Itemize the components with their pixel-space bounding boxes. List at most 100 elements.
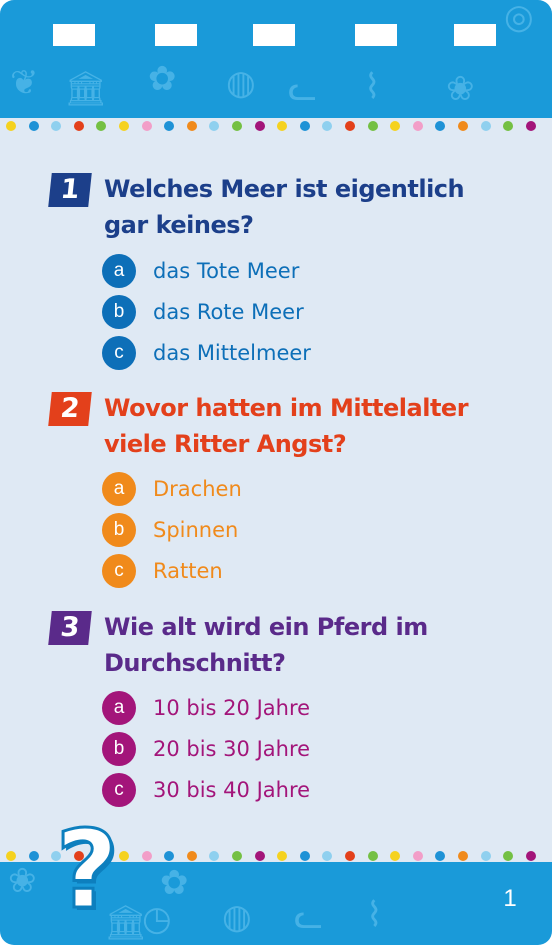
decorative-dot [322, 851, 332, 861]
decorative-dot [74, 121, 84, 131]
question-number-badge: 1 [48, 173, 92, 207]
answer-option-c[interactable]: c 30 bis 40 Jahre [102, 773, 310, 807]
building-icon: 🏛 [64, 69, 108, 109]
decorative-dot [481, 121, 491, 131]
answer-option-b[interactable]: b 20 bis 30 Jahre [102, 732, 310, 766]
answer-text: Drachen [153, 477, 242, 501]
decorative-dot [413, 121, 423, 131]
decorative-dot [209, 851, 219, 861]
top-band: ❦ 🏛 ✿ ◍ ᓚ ⌇ ❀ ◎ [0, 0, 552, 118]
question-number-badge: 3 [48, 611, 92, 645]
decorative-dot [390, 121, 400, 131]
decorative-dot [345, 851, 355, 861]
question-number-badge: 2 [48, 392, 92, 426]
decorative-dot [322, 121, 332, 131]
question-text: Welches Meer ist eigentlich gar keines? [104, 175, 465, 239]
decorative-dot [300, 851, 310, 861]
decorative-dot [232, 121, 242, 131]
decorative-dot [481, 851, 491, 861]
answer-option-a[interactable]: a das Tote Meer [102, 254, 299, 288]
question-mark-icon: ? [54, 808, 120, 933]
answer-letter-badge: a [102, 254, 136, 288]
question-2: 2 Wovor hatten im Mittelalter viele Ritt… [48, 392, 510, 592]
decorative-dot [413, 851, 423, 861]
decorative-dot [164, 121, 174, 131]
decorative-dot [503, 851, 513, 861]
clock-icon: ◷ [142, 899, 172, 939]
paw-icon: ❀ [446, 69, 475, 109]
decorative-dot [277, 121, 287, 131]
globe-icon: ◍ [226, 63, 256, 103]
answer-text: das Tote Meer [153, 259, 300, 283]
leaf-icon: ❦ [10, 63, 39, 103]
page-number: 1 [503, 885, 517, 912]
answer-text: 20 bis 30 Jahre [153, 737, 311, 761]
question-3: 3 Wie alt wird ein Pferd im Durchschnitt… [48, 611, 510, 811]
answer-letter-badge: b [102, 295, 136, 329]
building-icon: 🏛 [104, 903, 148, 943]
dinosaur-icon: ⌇ [366, 895, 383, 935]
decorative-dot [96, 121, 106, 131]
punch-hole [355, 24, 397, 46]
decorative-dot [368, 851, 378, 861]
decorative-dot [300, 121, 310, 131]
answer-letter-badge: a [102, 691, 136, 725]
decorative-dot [435, 121, 445, 131]
decorative-dot [96, 851, 106, 861]
paw-icon: ❀ [8, 862, 37, 901]
answer-letter-badge: c [102, 336, 136, 370]
decorative-dot [119, 851, 129, 861]
decorative-dot [526, 121, 536, 131]
decorative-dot [187, 121, 197, 131]
answer-text: das Mittelmeer [153, 341, 311, 365]
answer-text: 10 bis 20 Jahre [153, 696, 311, 720]
dot-border-bottom [0, 848, 552, 862]
decorative-dot [255, 121, 265, 131]
answer-option-c[interactable]: c Ratten [102, 554, 223, 588]
decorative-dot [6, 121, 16, 131]
answer-option-a[interactable]: a Drachen [102, 472, 242, 506]
punch-holes [0, 0, 552, 118]
answer-option-c[interactable]: c das Mittelmeer [102, 336, 311, 370]
question-text: Wovor hatten im Mittelalter viele Ritter… [104, 394, 469, 458]
answer-letter-badge: c [102, 773, 136, 807]
leaf-icon: ✿ [160, 863, 189, 903]
decorative-dot [458, 121, 468, 131]
answer-option-a[interactable]: a 10 bis 20 Jahre [102, 691, 310, 725]
decorative-dot [368, 121, 378, 131]
answer-letter-badge: b [102, 732, 136, 766]
decorative-dot [209, 121, 219, 131]
answer-text: Spinnen [153, 518, 239, 542]
leaf-icon: ✿ [148, 59, 177, 99]
decorative-dot [232, 851, 242, 861]
decorative-dot [503, 121, 513, 131]
decorative-dot [51, 121, 61, 131]
decorative-dot [526, 851, 536, 861]
dinosaur-icon: ⌇ [364, 67, 381, 107]
decorative-dot [6, 851, 16, 861]
decorative-dot [345, 121, 355, 131]
planet-icon: ◎ [504, 0, 534, 37]
answer-option-b[interactable]: b Spinnen [102, 513, 238, 547]
answer-option-b[interactable]: b das Rote Meer [102, 295, 304, 329]
answer-letter-badge: b [102, 513, 136, 547]
answer-text: das Rote Meer [153, 300, 304, 324]
decorative-dot [29, 121, 39, 131]
decorative-dot [255, 851, 265, 861]
punch-hole [53, 24, 95, 46]
answer-letter-badge: c [102, 554, 136, 588]
decorative-dot [164, 851, 174, 861]
punch-hole [454, 24, 496, 46]
punch-hole [253, 24, 295, 46]
question-text: Wie alt wird ein Pferd im Durchschnitt? [104, 613, 428, 677]
bottom-band: ❀ ✿ 🏛 ◷ ◍ ᓚ ⌇ 1 [0, 862, 552, 945]
decorative-dot [51, 851, 61, 861]
cat-icon: ᓚ [288, 69, 317, 109]
punch-hole [155, 24, 197, 46]
question-1: 1 Welches Meer ist eigentlich gar keines… [48, 173, 510, 373]
answer-text: Ratten [153, 559, 223, 583]
cat-icon: ᓚ [294, 897, 323, 937]
decorative-dot [119, 121, 129, 131]
decorative-dot [142, 121, 152, 131]
dot-border-top [0, 118, 552, 132]
